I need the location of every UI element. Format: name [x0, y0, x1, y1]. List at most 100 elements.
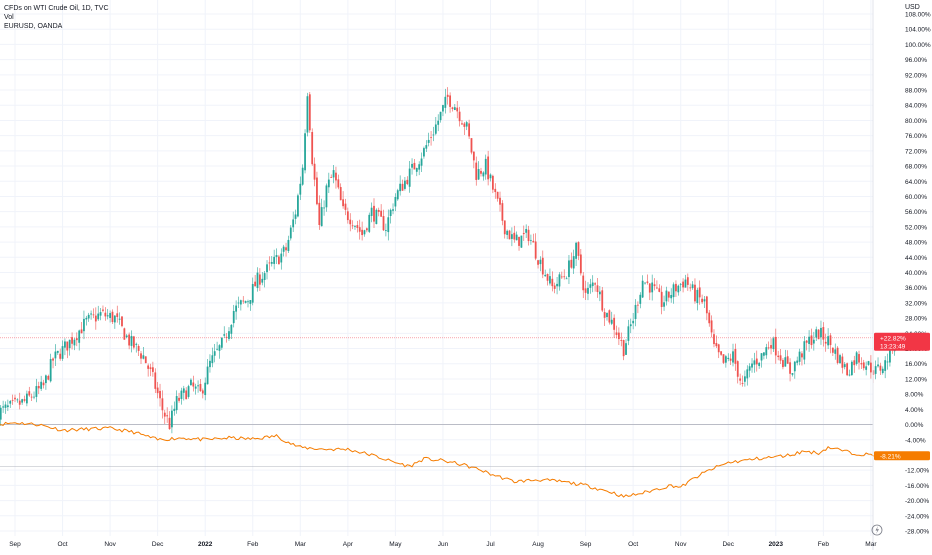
candle-body: [496, 191, 499, 199]
candle-body: [256, 272, 259, 289]
candle-body: [168, 417, 171, 430]
legend-volume[interactable]: Vol: [4, 14, 14, 21]
x-tick-label: Sep: [9, 541, 21, 548]
candle-body: [432, 134, 435, 136]
candle-body: [197, 385, 199, 387]
x-tick-label: Oct: [57, 541, 67, 548]
y-axis[interactable]: 108.00% 104.00% 100.00% 96.00% 92.00% 88.00% 8…: [872, 0, 931, 550]
candle-body: [527, 229, 530, 242]
candle-body: [180, 390, 183, 399]
x-axis[interactable]: Sep Oct Nov Dec 2022 Feb Mar Apr May Jun Jul Aug Sep…: [9, 541, 877, 548]
candle-body: [92, 314, 95, 316]
candle-body: [465, 122, 468, 127]
candle-body: [720, 351, 723, 355]
candle-body: [16, 399, 19, 401]
candle-body: [161, 398, 164, 411]
candle-body: [760, 353, 763, 361]
candle-body: [346, 211, 349, 221]
candle-body: [774, 336, 777, 356]
candle-body: [874, 366, 877, 374]
candle-body: [598, 291, 601, 295]
candle-body: [665, 290, 668, 302]
candle-body: [28, 391, 31, 396]
candle-body: [368, 214, 371, 232]
candle-body: [456, 107, 459, 112]
candle-body: [808, 336, 810, 344]
candle-body: [147, 365, 150, 369]
candle-body: [475, 162, 478, 180]
candle-body: [11, 399, 14, 401]
candle-body: [765, 347, 768, 356]
candle-body: [677, 285, 680, 293]
candle-body: [739, 378, 742, 381]
candle-body: [206, 366, 209, 385]
candle-body: [18, 400, 21, 405]
legend-symbol[interactable]: CFDs on WTI Crude Oil, 1D, TVC: [4, 5, 109, 12]
candle-body: [118, 318, 121, 320]
candle-body: [843, 364, 846, 368]
y-tick-label: -28.00%: [905, 529, 929, 536]
candle-body: [332, 170, 335, 178]
candle-body: [423, 148, 425, 157]
candle-body: [4, 404, 7, 408]
lightning-icon[interactable]: [871, 524, 883, 536]
compare-line: [0, 421, 895, 498]
candle-body: [382, 216, 385, 231]
candle-body: [827, 336, 830, 346]
candle-body: [791, 373, 794, 375]
candle-body: [651, 282, 654, 293]
candle-body: [182, 388, 185, 393]
x-tick-label: Feb: [247, 541, 259, 548]
x-tick-label: Aug: [532, 541, 544, 548]
candle-body: [132, 336, 135, 348]
currency-label: USD: [905, 4, 920, 11]
candle-body: [603, 312, 606, 318]
candle-body: [204, 382, 207, 396]
candle-body: [56, 350, 59, 353]
candle-body: [820, 327, 822, 338]
candle-body: [299, 183, 302, 195]
candle-body: [522, 232, 525, 235]
candle-body: [380, 210, 383, 217]
candle-body: [743, 376, 746, 382]
candle-body: [484, 158, 487, 175]
candle-body: [40, 381, 43, 389]
candle-body: [729, 358, 732, 361]
candle-body: [641, 280, 644, 298]
candle-body: [261, 278, 264, 283]
candle-body: [73, 339, 76, 346]
candle-body: [306, 96, 309, 133]
candle-body: [679, 283, 682, 285]
candle-body: [796, 360, 799, 363]
y-tick-label: 80.00%: [905, 118, 927, 125]
candle-body: [404, 180, 406, 189]
candle-body: [59, 353, 62, 359]
candle-body: [751, 363, 753, 368]
candle-body: [556, 283, 558, 287]
candle-body: [87, 314, 90, 319]
candle-body: [670, 294, 673, 299]
candle-body: [696, 289, 699, 304]
candle-body: [815, 329, 818, 338]
candle-body: [225, 336, 228, 338]
candle-body: [503, 220, 506, 235]
candle-body: [865, 366, 868, 370]
candle-body: [99, 312, 102, 316]
candle-body: [354, 225, 356, 227]
candle-body: [425, 145, 428, 149]
candle-body: [356, 225, 359, 228]
candle-body: [767, 347, 770, 349]
candle-body: [656, 287, 658, 289]
candle-body: [113, 315, 116, 323]
candle-body: [472, 151, 475, 161]
legend-compare[interactable]: EURUSD, OANDA: [4, 23, 63, 30]
candle-body: [694, 284, 696, 302]
candle-body: [335, 172, 337, 181]
candle-body: [684, 279, 687, 288]
candle-body: [691, 284, 694, 289]
candle-body: [491, 175, 494, 190]
candle-body: [37, 385, 40, 389]
candle-body: [634, 304, 637, 320]
